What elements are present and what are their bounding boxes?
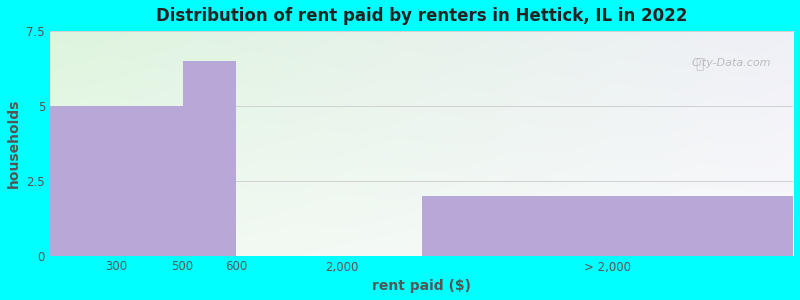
X-axis label: rent paid ($): rent paid ($) (372, 279, 471, 293)
Bar (422, 196, 793, 256)
Bar (50, 106, 182, 256)
Text: ⦾: ⦾ (695, 58, 704, 72)
Title: Distribution of rent paid by renters in Hettick, IL in 2022: Distribution of rent paid by renters in … (156, 7, 687, 25)
Bar (182, 61, 236, 256)
Text: City-Data.com: City-Data.com (691, 58, 770, 68)
Y-axis label: households: households (7, 98, 21, 188)
